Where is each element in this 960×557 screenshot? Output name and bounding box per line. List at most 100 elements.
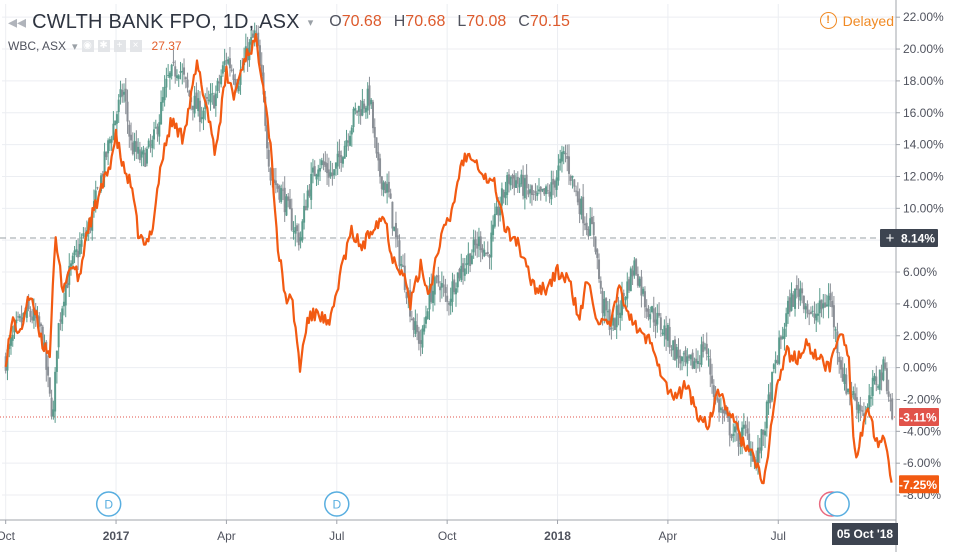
candle-body — [619, 312, 622, 319]
candle-body — [447, 302, 450, 305]
candle-body — [389, 193, 392, 199]
chevron-down-icon[interactable]: ▾ — [307, 16, 314, 29]
candle-body — [583, 223, 586, 226]
candle-body — [573, 179, 576, 187]
candle-body — [57, 323, 60, 348]
candle-body — [723, 409, 726, 414]
candle-body — [543, 188, 546, 195]
candle-body — [868, 395, 871, 409]
candle-body — [460, 265, 463, 281]
candle-body — [779, 336, 782, 340]
candle-body — [878, 369, 881, 390]
candle-body — [377, 152, 380, 161]
current-price-badge[interactable]: -3.11% — [899, 407, 939, 426]
candle-body — [707, 356, 710, 358]
x-tick-label: Apr — [659, 529, 678, 543]
candle-body — [610, 327, 613, 329]
candle-body — [822, 303, 825, 309]
candle-body — [488, 254, 491, 258]
candle-body — [719, 407, 722, 411]
candle-body — [585, 222, 588, 230]
candle-body — [294, 227, 297, 234]
candle-body — [875, 376, 878, 385]
candle-body — [771, 372, 774, 401]
candle-body — [499, 206, 502, 216]
candle-body — [855, 397, 858, 410]
candle-body — [394, 222, 397, 238]
candle-body — [557, 165, 560, 181]
candle-body — [463, 268, 466, 276]
symbol-search-icon[interactable]: ◂◂ — [8, 11, 27, 32]
delayed-indicator[interactable]: ! Delayed — [819, 12, 894, 29]
candle-body — [207, 99, 210, 101]
candle-body — [537, 189, 540, 192]
candle-body — [357, 106, 360, 112]
candle-body — [804, 306, 807, 310]
candle-body — [587, 229, 590, 237]
crosshair-plus-icon[interactable]: + — [886, 230, 895, 247]
candle-body — [188, 90, 191, 97]
gear-icon[interactable]: ✱ — [97, 40, 110, 52]
candle-body — [393, 226, 396, 231]
candle-body — [601, 291, 604, 314]
candle-body — [677, 349, 680, 358]
candle-body — [469, 253, 472, 266]
candle-body — [174, 66, 177, 77]
candle-body — [824, 302, 827, 308]
compare-symbol[interactable]: WBC, ASX — [8, 39, 67, 53]
candle-body — [341, 157, 344, 164]
candle-body — [191, 105, 194, 110]
candle-body — [691, 352, 694, 369]
plus-icon[interactable]: + — [113, 40, 126, 52]
reference-badge[interactable]: +8.14% — [880, 228, 938, 247]
candle-body — [11, 334, 14, 341]
event-marker-dividend-blank[interactable] — [824, 491, 850, 517]
candle-body — [529, 189, 532, 194]
candle-body — [313, 166, 316, 177]
candle-body — [340, 155, 343, 164]
candle-body — [228, 58, 231, 69]
candle-body — [25, 304, 28, 318]
candle-body — [319, 167, 322, 172]
candle-body — [640, 276, 643, 296]
candle-body — [684, 350, 687, 363]
candle-body — [665, 328, 668, 340]
candle-body — [612, 317, 615, 326]
badges[interactable]: +8.14% -3.11% -7.25% 05 Oct '18 — [832, 228, 939, 545]
candle-body — [329, 172, 332, 177]
candle-body — [854, 393, 857, 401]
candle-body — [440, 283, 443, 288]
candle-body — [451, 281, 454, 302]
candle-body — [698, 363, 701, 365]
candle-body — [479, 236, 482, 251]
y-tick-label: 2.00% — [903, 329, 937, 343]
candle-body — [859, 404, 862, 411]
eye-icon[interactable]: ◉ — [81, 40, 94, 52]
candle-body — [527, 190, 530, 195]
candle-body — [315, 174, 318, 180]
candle-body — [458, 268, 461, 279]
close-icon[interactable]: × — [129, 40, 142, 52]
candle-body — [400, 264, 403, 266]
candle-body — [280, 188, 283, 202]
event-marker-dividend[interactable]: D — [95, 491, 122, 517]
candle-body — [9, 337, 12, 346]
y-tick-label: 10.00% — [903, 201, 944, 215]
event-label: D — [332, 498, 341, 512]
candle-body — [131, 142, 134, 155]
symbol-title[interactable]: CWLTH BANK FPO, 1D, ASX — [32, 10, 300, 33]
candle-body — [273, 179, 276, 184]
event-markers[interactable]: DDE — [95, 491, 850, 517]
event-marker-dividend[interactable]: D — [324, 491, 350, 517]
chevron-down-icon[interactable]: ▾ — [72, 40, 78, 53]
candle-body — [414, 321, 417, 334]
candle-body — [73, 250, 76, 256]
candle-body — [193, 95, 196, 114]
candle-body — [382, 182, 385, 191]
compare-badge[interactable]: -7.25% — [899, 475, 939, 494]
candle-body — [304, 206, 307, 211]
candle-body — [806, 303, 809, 314]
candle-body — [283, 187, 286, 213]
